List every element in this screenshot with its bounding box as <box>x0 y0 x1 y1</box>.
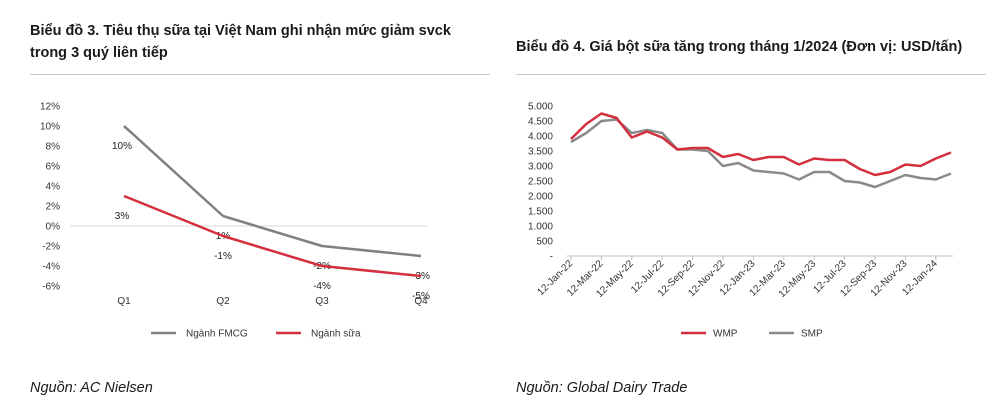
divider-right <box>516 74 986 75</box>
chart-3-x-tick-label: Q1 <box>117 296 131 307</box>
divider-left <box>30 74 490 75</box>
chart-4-y-tick-label: 4.000 <box>528 132 553 143</box>
chart-4-title: Biểu đồ 4. Giá bột sữa tăng trong tháng … <box>516 39 963 55</box>
chart-4-y-tick-label: 2.000 <box>528 192 553 203</box>
chart-3-title: Biểu đồ 3. Tiêu thụ sữa tại Việt Nam ghi… <box>30 23 451 61</box>
chart-3-y-tick-label: 2% <box>46 202 61 213</box>
chart-3-x-tick-label: Q3 <box>315 296 329 307</box>
chart-4-y-tick-label: 5.000 <box>528 102 553 113</box>
chart-4-y-tick-label: 2.500 <box>528 177 553 188</box>
chart-4-y-tick-label: - <box>550 252 553 263</box>
chart-3-y-tick-label: -2% <box>42 242 60 253</box>
chart-3-y-tick-label: 10% <box>40 122 60 133</box>
chart-3-data-label: 3% <box>115 211 130 222</box>
chart-3-x-tick-label: Q4 <box>414 296 428 307</box>
chart-3-data-label: -3% <box>412 271 430 282</box>
chart-4-y-tick-label: 3.500 <box>528 147 553 158</box>
source-note-right: Nguồn: Global Dairy Trade <box>516 380 688 396</box>
chart-4-series-line-wmp <box>570 112 952 177</box>
chart-4-legend-label: WMP <box>713 329 738 340</box>
source-note-left: Nguồn: AC Nielsen <box>30 380 153 396</box>
chart-3-legend-label: Ngành FMCG <box>186 329 248 340</box>
chart-3-y-tick-label: 8% <box>46 142 61 153</box>
chart-4-legend-label: SMP <box>801 329 823 340</box>
chart-3-legend-label: Ngành sữa <box>311 329 361 340</box>
chart-3-data-label: 10% <box>112 141 132 152</box>
chart-3-series-line-1 <box>123 125 422 258</box>
chart-3-y-tick-label: 6% <box>46 162 61 173</box>
chart-3-y-tick-label: 4% <box>46 182 61 193</box>
chart-4-y-tick-label: 1.000 <box>528 222 553 233</box>
chart-3-data-label: -5% <box>412 291 430 302</box>
chart-4-series-line-smp <box>570 118 952 189</box>
chart-3-x-tick-label: Q2 <box>216 296 230 307</box>
chart-3-y-tick-label: -6% <box>42 282 60 293</box>
chart-4-y-tick-label: 1.500 <box>528 207 553 218</box>
chart-3-data-label: -1% <box>214 251 232 262</box>
chart-3-data-label: -4% <box>313 281 331 292</box>
chart-4-y-tick-label: 4.500 <box>528 117 553 128</box>
chart-3-series-line-2 <box>123 194 422 278</box>
chart-4-y-tick-label: 3.000 <box>528 162 553 173</box>
chart-3-y-tick-label: 0% <box>46 222 61 233</box>
chart-3-y-tick-label: -4% <box>42 262 60 273</box>
chart-4-y-tick-label: 500 <box>536 237 553 248</box>
chart-3-y-tick-label: 12% <box>40 102 60 113</box>
